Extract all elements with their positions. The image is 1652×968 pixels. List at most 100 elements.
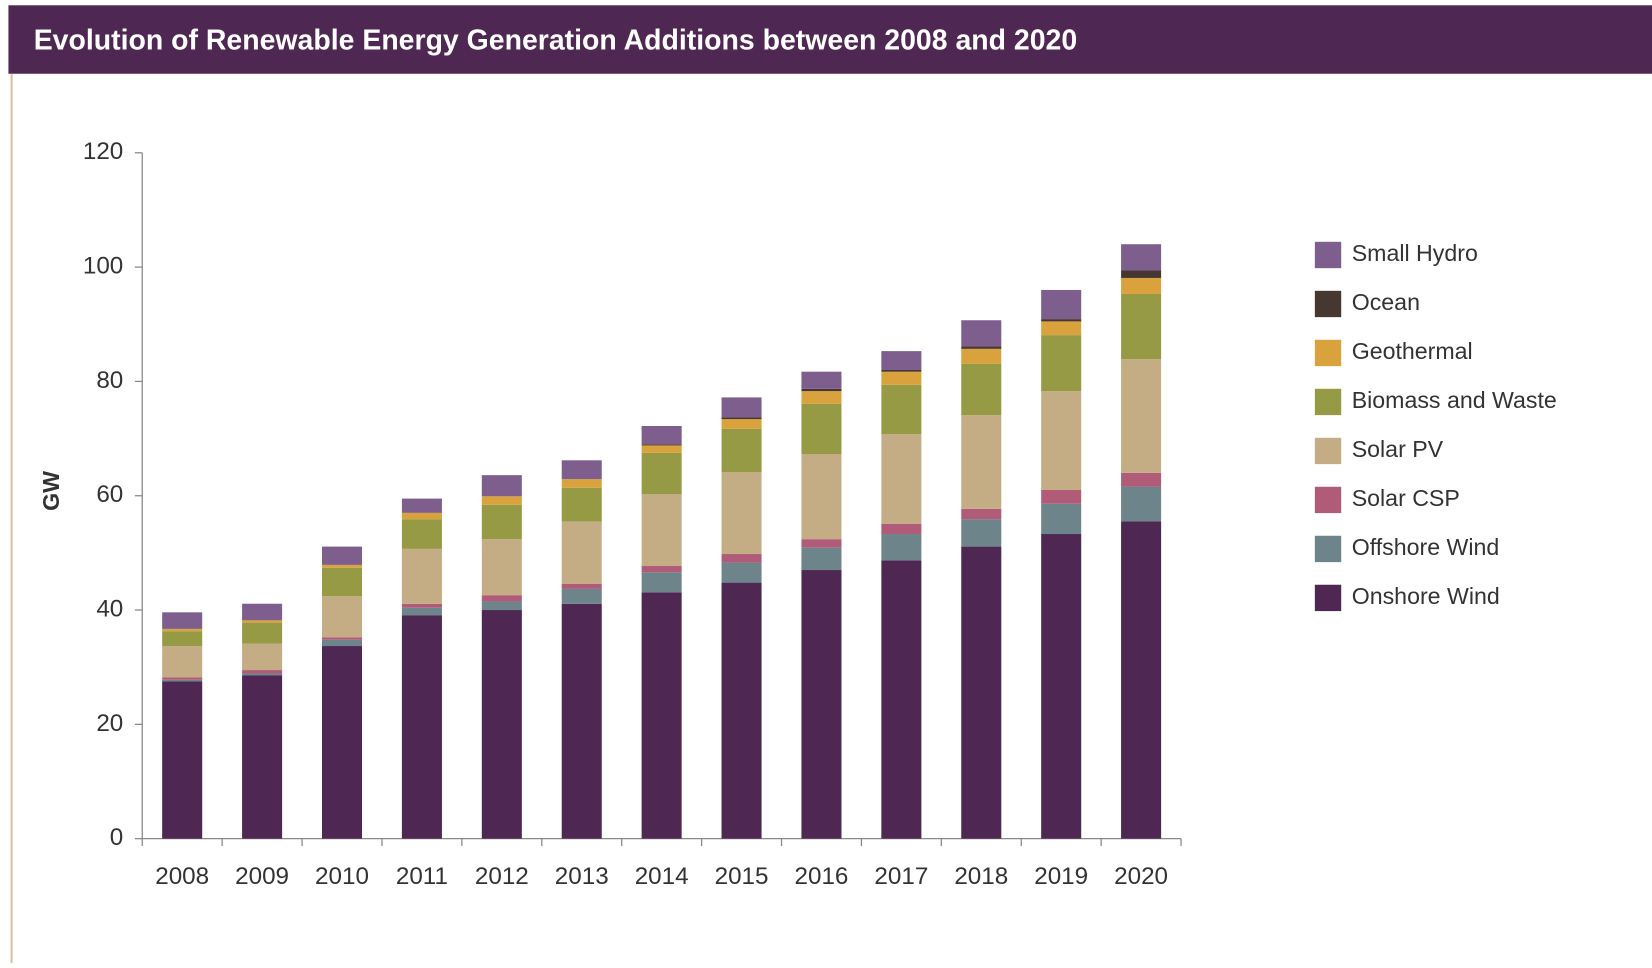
bar-segment	[801, 403, 842, 454]
bar-segment	[801, 388, 842, 392]
x-tick-label: 2012	[475, 863, 529, 890]
bar-segment	[481, 539, 522, 596]
bar-segment	[162, 628, 203, 632]
bar-segment	[641, 445, 682, 453]
bar-segment	[1041, 321, 1082, 336]
bar-segment	[321, 546, 363, 565]
bar-segment	[1041, 289, 1082, 320]
bar-segment	[1041, 490, 1082, 504]
x-tick-label: 2011	[396, 863, 448, 890]
bar-segment	[321, 637, 363, 640]
bar-segment	[801, 570, 842, 839]
bar-segment	[881, 560, 922, 839]
y-tick-label: 40	[96, 595, 123, 622]
legend-swatch	[1314, 486, 1342, 514]
bar-segment	[721, 428, 762, 473]
legend-swatch	[1314, 437, 1342, 465]
x-tick-label: 2010	[315, 863, 369, 890]
bar-segment	[401, 615, 442, 839]
x-tick-label: 2020	[1114, 863, 1168, 890]
bar-segment	[1041, 319, 1082, 322]
x-tick-label: 2015	[715, 863, 769, 890]
legend-swatch	[1314, 584, 1342, 612]
bar-segment	[321, 596, 363, 638]
legend-label: Ocean	[1352, 289, 1420, 315]
bar-segment	[721, 472, 762, 555]
bar-segment	[561, 521, 602, 584]
bar-segment	[961, 546, 1002, 839]
bar-segment	[321, 639, 363, 647]
bar-segment	[961, 346, 1002, 349]
bar-segment	[961, 519, 1002, 547]
legend-swatch	[1314, 388, 1342, 416]
bar-segment	[1121, 521, 1162, 839]
bar-segment	[1041, 391, 1082, 491]
bar-segment	[641, 425, 682, 445]
x-tick-label: 2019	[1034, 863, 1088, 890]
x-tick-label: 2013	[555, 863, 609, 890]
bar-segment	[481, 610, 522, 839]
x-tick-label: 2009	[235, 863, 289, 890]
bar-segment	[481, 595, 522, 602]
bar-segment	[721, 554, 762, 563]
bar-segment	[721, 417, 762, 420]
bar-segment	[881, 433, 922, 524]
bar-segment	[481, 504, 522, 540]
bar-segment	[641, 592, 682, 839]
bar-segment	[481, 601, 522, 611]
bar-segment	[961, 348, 1002, 364]
bar-segment	[242, 620, 283, 623]
legend-swatch	[1314, 339, 1342, 367]
bar-segment	[162, 646, 203, 678]
bar-segment	[401, 519, 442, 549]
bar-segment	[801, 371, 842, 389]
x-tick-label: 2018	[954, 863, 1008, 890]
bar-segment	[1041, 534, 1082, 839]
y-tick-label: 100	[83, 253, 123, 280]
bar-segment	[961, 415, 1002, 509]
y-axis-label: GW	[38, 471, 64, 511]
bar-segment	[881, 369, 922, 372]
bar-segment	[1121, 359, 1162, 473]
bar-segment	[401, 498, 442, 513]
bar-segment	[721, 419, 762, 429]
bar-segment	[1121, 293, 1162, 360]
bar-segment	[561, 460, 602, 480]
bar-segment	[801, 391, 842, 404]
legend-swatch	[1314, 290, 1342, 318]
bar-segment	[641, 566, 682, 573]
legend-label: Solar CSP	[1352, 485, 1460, 511]
bar-segment	[162, 612, 203, 629]
bar-segment	[242, 643, 283, 671]
legend-label: Onshore Wind	[1352, 583, 1500, 609]
bar-segment	[242, 622, 283, 644]
bar-segment	[481, 475, 522, 497]
y-tick-label: 60	[96, 481, 123, 508]
bar-segment	[1041, 335, 1082, 392]
bar-segment	[321, 646, 363, 839]
bar-segment	[881, 523, 922, 535]
bar-segment	[641, 494, 682, 567]
y-tick-label: 20	[96, 710, 123, 737]
bar-segment	[561, 588, 602, 604]
x-tick-label: 2016	[795, 863, 849, 890]
bar-segment	[162, 679, 203, 682]
bar-segment	[242, 603, 283, 621]
bar-segment	[881, 351, 922, 370]
bar-segment	[162, 681, 203, 839]
legend-label: Geothermal	[1352, 338, 1473, 364]
bar-segment	[561, 487, 602, 522]
bar-segment	[561, 479, 602, 488]
bar-segment	[1121, 486, 1162, 522]
bar-segment	[1041, 503, 1082, 535]
bar-segment	[162, 677, 203, 680]
bar-segment	[801, 539, 842, 548]
bar-segment	[801, 453, 842, 540]
legend-label: Small Hydro	[1352, 240, 1478, 266]
bar-segment	[721, 397, 762, 418]
bar-segment	[1121, 270, 1162, 278]
bar-segment	[561, 583, 602, 589]
bar-segment	[401, 512, 442, 520]
bar-segment	[641, 572, 682, 593]
